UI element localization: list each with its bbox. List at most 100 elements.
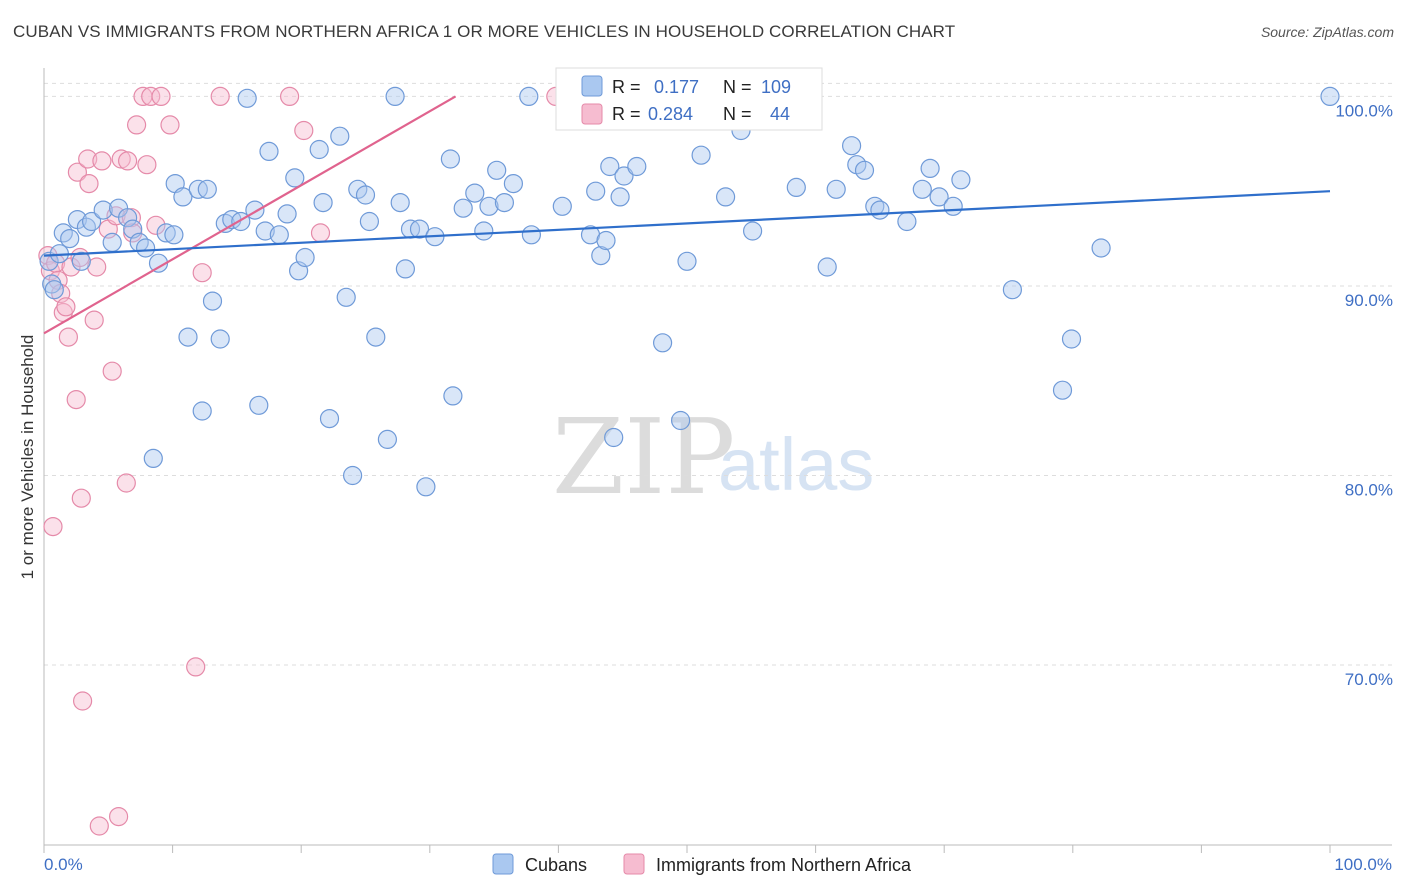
point-cubans-37 [269,225,289,245]
point-northern-africa-22 [102,361,122,381]
point-cubans-68 [503,174,524,194]
point-cubans-104 [1052,380,1073,400]
legend-label-northern-africa: Immigrants from Northern Africa [656,855,912,875]
point-cubans-10 [93,200,113,220]
stats-n-value-northern-africa: 44 [770,104,790,124]
point-cubans-90 [817,257,837,277]
y-tick-label-70: 70.0% [1345,670,1393,689]
point-cubans-42 [309,139,329,160]
point-cubans-55 [395,259,415,279]
point-northern-africa-42 [310,223,331,243]
point-cubans-7 [71,251,91,271]
point-cubans-0 [39,251,59,271]
stats-r-label-cubans: R = [612,77,641,97]
point-northern-africa-7 [56,297,76,317]
stats-r-value-northern-africa: 0.284 [648,104,693,124]
point-cubans-105 [1061,329,1082,349]
point-northern-africa-13 [71,488,91,508]
point-northern-africa-10 [66,390,86,410]
point-northern-africa-41 [294,120,314,141]
point-cubans-36 [259,141,279,161]
point-cubans-76 [600,156,620,177]
point-northern-africa-39 [210,86,230,107]
point-cubans-100 [929,187,949,207]
point-northern-africa-17 [84,310,104,330]
point-cubans-75 [596,230,616,251]
y-axis-tick-labels: 70.0% 80.0% 90.0% 100.0% [1335,101,1393,689]
chart-title: CUBAN VS IMMIGRANTS FROM NORTHERN AFRICA… [13,22,956,41]
point-cubans-2 [44,280,64,300]
stats-box: R = 0.177 N = 109 R = 0.284 N = 44 [555,67,823,131]
point-cubans-28 [210,329,230,349]
source-credit: Source: ZipAtlas.com [1260,24,1394,40]
point-cubans-25 [192,401,212,421]
point-cubans-91 [826,179,846,199]
point-cubans-86 [715,187,736,207]
legend-label-cubans: Cubans [525,855,587,875]
point-cubans-65 [479,196,499,216]
point-cubans-96 [870,200,890,220]
point-northern-africa-20 [92,151,112,171]
point-cubans-84 [691,145,711,165]
point-northern-africa-27 [117,151,138,171]
stats-n-label-cubans: N = [723,77,752,97]
point-northern-africa-32 [137,155,157,175]
watermark-atlas: atlas [718,423,874,506]
point-northern-africa-40 [280,86,300,107]
stats-r-label-northern-africa: R = [612,104,641,124]
point-cubans-81 [652,333,673,353]
point-cubans-34 [249,395,269,415]
point-cubans-57 [409,219,430,239]
point-cubans-17 [143,448,163,468]
point-cubans-53 [385,86,405,107]
point-northern-africa-38 [192,263,212,283]
point-cubans-20 [164,225,184,245]
stats-n-label-northern-africa: N = [723,104,752,124]
point-cubans-51 [366,327,386,347]
stats-swatch-cubans [581,75,603,97]
point-cubans-102 [951,170,971,190]
point-cubans-92 [841,136,862,156]
point-northern-africa-11 [67,162,88,182]
y-tick-label-80: 80.0% [1345,480,1393,499]
point-northern-africa-2 [43,516,63,537]
point-northern-africa-33 [141,86,161,107]
point-northern-africa-8 [58,327,79,347]
point-cubans-82 [670,410,691,431]
stats-n-value-cubans: 109 [761,77,791,97]
point-cubans-32 [237,88,257,108]
point-cubans-60 [440,149,460,169]
point-cubans-58 [416,477,436,497]
point-cubans-49 [355,185,376,205]
point-northern-africa-34 [146,215,166,235]
point-cubans-95 [865,196,885,216]
point-cubans-16 [136,238,156,258]
point-cubans-94 [854,160,875,180]
point-cubans-8 [76,217,97,237]
point-cubans-79 [614,166,634,186]
point-cubans-43 [313,193,333,213]
point-cubans-83 [677,251,697,271]
x-tick-label-max: 100.0% [1334,855,1392,874]
point-cubans-101 [943,196,963,216]
point-cubans-61 [443,386,463,406]
point-cubans-98 [912,179,932,199]
point-cubans-52 [377,429,397,449]
point-cubans-106 [1091,238,1111,258]
point-cubans-89 [786,177,806,197]
point-northern-africa-14 [72,691,93,711]
point-cubans-5 [60,229,80,249]
point-cubans-41 [295,247,315,268]
point-cubans-73 [586,181,606,201]
point-cubans-26 [197,179,217,199]
point-northern-africa-24 [108,806,129,827]
trendline-northern-africa [43,95,457,335]
point-northern-africa-16 [79,174,99,194]
point-cubans-63 [465,183,485,203]
point-cubans-69 [519,86,539,107]
point-cubans-103 [1002,280,1023,300]
point-cubans-71 [552,196,572,216]
point-cubans-11 [102,232,122,252]
point-cubans-99 [920,158,940,178]
point-cubans-107 [1320,86,1340,107]
